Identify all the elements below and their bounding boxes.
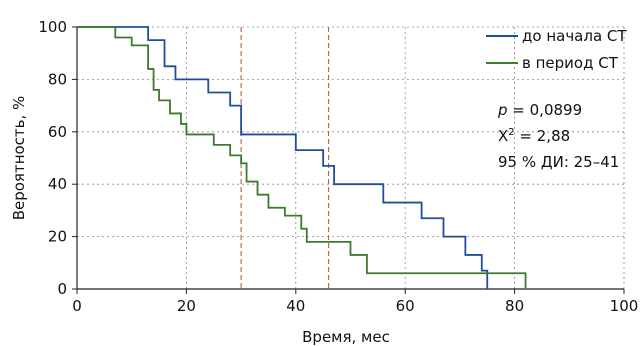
p-value-text: p = 0,0899 — [497, 101, 582, 119]
x-tick-label-60: 60 — [396, 297, 415, 315]
axes — [76, 27, 624, 290]
y-tick-label-100: 100 — [38, 18, 67, 36]
chi-square-text: X2 = 2,88 — [498, 127, 570, 145]
y-axis-label: Вероятность, % — [10, 96, 28, 221]
x-tick-label-0: 0 — [72, 297, 82, 315]
x-tick-label-100: 100 — [610, 297, 639, 315]
p-symbol: p — [497, 101, 508, 119]
stats-annotation: p = 0,0899 X2 = 2,88 95 % ДИ: 25–41 — [497, 101, 619, 171]
y-tick-label-60: 60 — [48, 123, 67, 141]
legend: до начала СТ в период СТ — [486, 27, 627, 72]
legend-label-series-2: в период СТ — [522, 54, 619, 72]
series — [77, 26, 527, 289]
series-line-1 — [77, 26, 489, 289]
chi-symbol: X — [498, 127, 508, 145]
x-tick-label-80: 80 — [505, 297, 524, 315]
chi-value: = 2,88 — [515, 127, 571, 145]
y-tick-label-40: 40 — [48, 175, 67, 193]
ticks: 0 20 40 60 80 100 0 20 40 60 80 100 — [38, 18, 638, 315]
legend-label-series-1: до начала СТ — [522, 27, 627, 45]
x-axis-label: Время, мес — [302, 328, 390, 346]
x-tick-label-20: 20 — [177, 297, 196, 315]
y-tick-label-80: 80 — [48, 70, 67, 88]
reference-lines — [240, 27, 330, 289]
p-value: = 0,0899 — [508, 101, 583, 119]
series-line-2 — [77, 26, 527, 289]
y-tick-label-20: 20 — [48, 228, 67, 246]
confidence-interval-text: 95 % ДИ: 25–41 — [498, 153, 619, 171]
x-tick-label-40: 40 — [286, 297, 305, 315]
chi-superscript: 2 — [508, 127, 514, 138]
y-tick-label-0: 0 — [57, 280, 67, 298]
grid — [77, 26, 625, 289]
